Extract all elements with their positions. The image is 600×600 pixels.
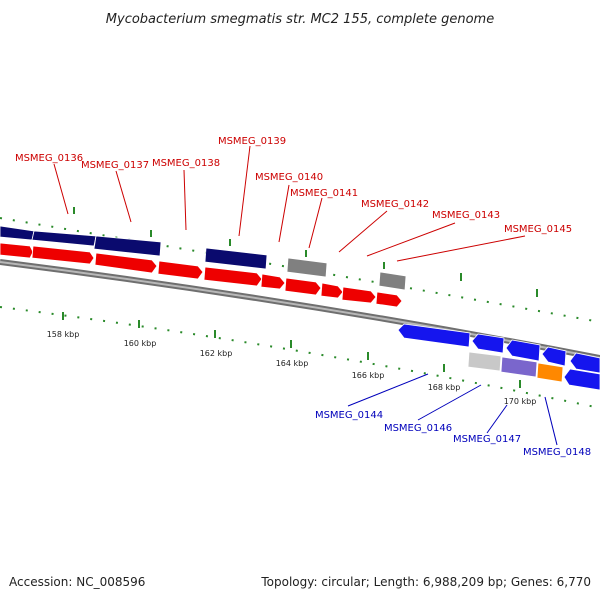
reverse-gene-track [467, 351, 600, 391]
forward-gene-track [0, 225, 407, 291]
gene-feature[interactable] [204, 247, 268, 270]
cds-feature[interactable] [341, 286, 377, 304]
cds-feature[interactable] [320, 282, 344, 299]
forward-cds-track [0, 242, 403, 308]
gene-label[interactable]: MSMEG_0140 [255, 172, 323, 183]
scale-label: 170 kbp [504, 397, 537, 406]
rna-feature[interactable] [467, 351, 502, 372]
accession-text: Accession: NC_008596 [9, 575, 146, 589]
reverse-leaders [347, 373, 558, 446]
gene-label[interactable]: MSMEG_0145 [504, 224, 572, 235]
cds-feature[interactable] [397, 323, 471, 348]
reverse-cds-track [397, 323, 600, 374]
scale-label: 160 kbp [124, 339, 157, 348]
cds-feature[interactable] [563, 368, 600, 391]
scale-label: 162 kbp [200, 349, 233, 358]
cds-feature[interactable] [569, 352, 600, 374]
cds-feature[interactable] [94, 252, 158, 274]
cds-feature[interactable] [375, 291, 403, 308]
gene-feature[interactable] [93, 235, 162, 257]
gene-label[interactable]: MSMEG_0137 [81, 160, 149, 171]
scale-labels: 158 kbp 160 kbp 162 kbp 164 kbp 166 kbp … [47, 330, 537, 406]
gene-label[interactable]: MSMEG_0136 [15, 153, 83, 164]
gene-label[interactable]: MSMEG_0147 [453, 434, 521, 445]
scale-label: 166 kbp [352, 371, 385, 380]
gene-feature[interactable] [0, 225, 35, 241]
cds-feature[interactable] [505, 339, 541, 362]
gene-label[interactable]: MSMEG_0143 [432, 210, 500, 221]
forward-gene-labels: MSMEG_0136 MSMEG_0137 MSMEG_0138 MSMEG_0… [15, 136, 572, 235]
gene-label[interactable]: MSMEG_0148 [523, 447, 591, 458]
gene-label[interactable]: MSMEG_0139 [218, 136, 286, 147]
genome-summary-text: Topology: circular; Length: 6,988,209 bp… [261, 575, 591, 589]
cds-feature[interactable] [157, 260, 204, 280]
rna-feature[interactable] [286, 257, 328, 278]
gene-label[interactable]: MSMEG_0138 [152, 158, 220, 169]
cds-feature[interactable] [203, 266, 263, 287]
cds-feature[interactable] [284, 277, 322, 296]
scale-label: 168 kbp [428, 383, 461, 392]
reverse-gene-labels: MSMEG_0144 MSMEG_0146 MSMEG_0147 MSMEG_0… [315, 410, 591, 458]
cds-feature[interactable] [0, 242, 34, 259]
major-ticks [62, 207, 538, 388]
gene-label[interactable]: MSMEG_0142 [361, 199, 429, 210]
gene-feature[interactable] [500, 356, 538, 378]
gene-label[interactable]: MSMEG_0141 [290, 188, 358, 199]
map-title: Mycobacterium smegmatis str. MC2 155, co… [106, 12, 494, 27]
forward-leaders [53, 145, 526, 262]
gene-label[interactable]: MSMEG_0144 [315, 410, 383, 421]
cds-feature[interactable] [31, 245, 95, 265]
cds-feature[interactable] [260, 273, 286, 290]
cds-feature[interactable] [471, 333, 505, 354]
gene-feature[interactable] [536, 362, 564, 383]
scale-label: 164 kbp [276, 359, 309, 368]
inner-tick-track [0, 306, 600, 409]
scale-label: 158 kbp [47, 330, 80, 339]
gene-feature[interactable] [31, 230, 97, 247]
gene-label[interactable]: MSMEG_0146 [384, 423, 452, 434]
cds-feature[interactable] [541, 346, 567, 367]
rna-feature[interactable] [378, 271, 407, 291]
